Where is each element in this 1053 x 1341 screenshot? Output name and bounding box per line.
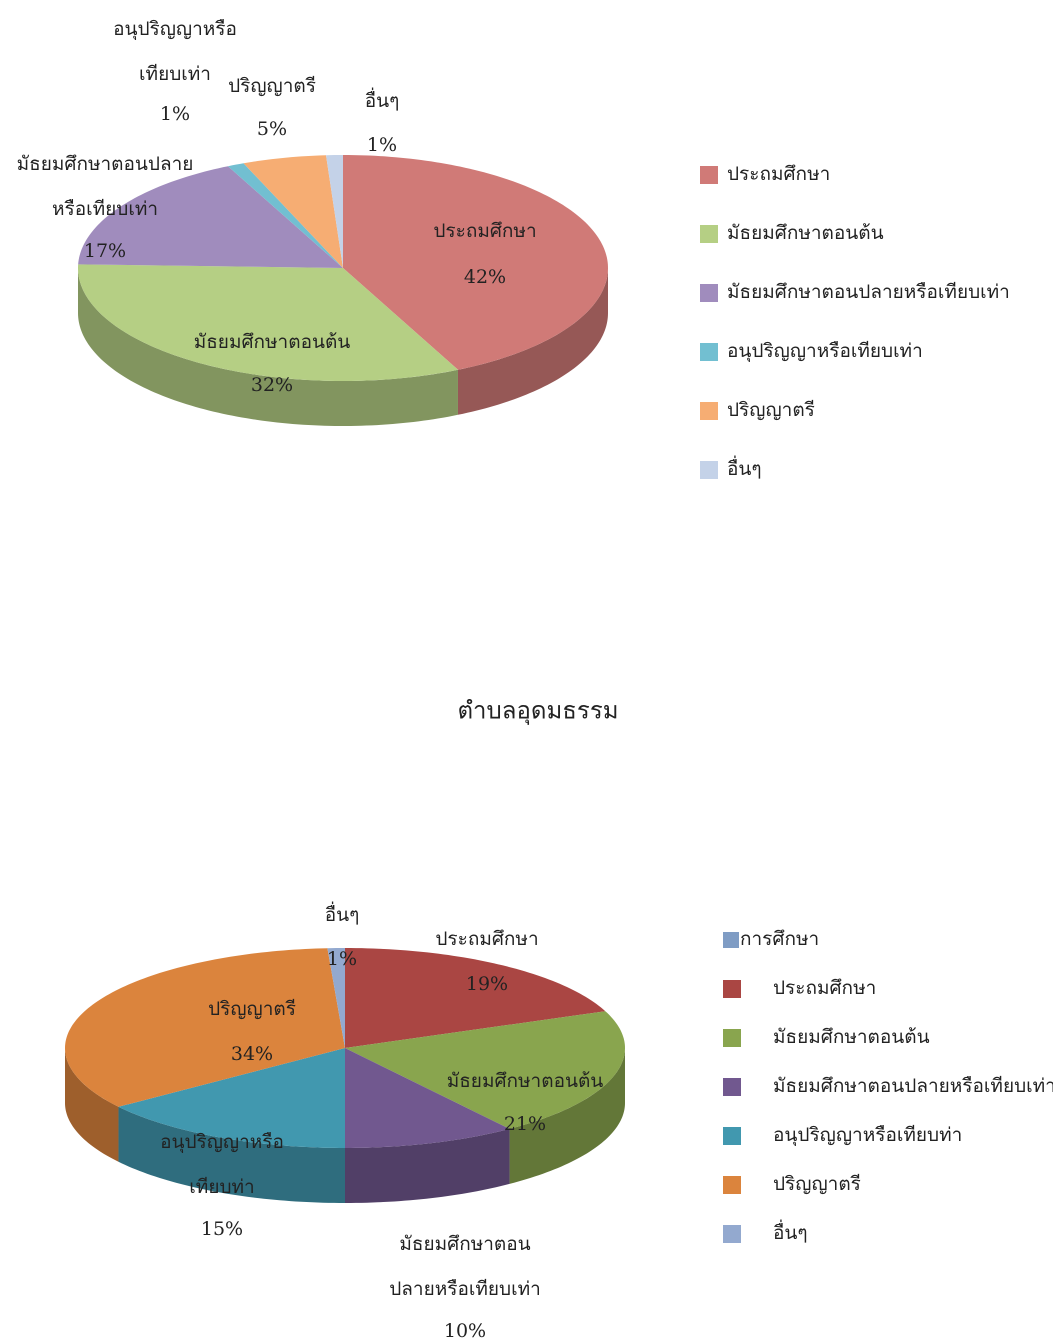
slice-label: มัธยมศึกษาตอนต้น (447, 1070, 604, 1092)
value-label: 1% (327, 948, 357, 970)
slice-label: ปลายหรือเทียบเท่า (389, 1278, 541, 1300)
slice-label: เทียบท่า (189, 1176, 254, 1198)
slice-side (457, 268, 608, 415)
legend-swatch (723, 1225, 741, 1243)
slice-side (65, 1048, 119, 1162)
value-label: 15% (201, 1218, 243, 1240)
pie-slice (65, 948, 345, 1107)
pie-slice (228, 163, 343, 268)
legend-label: มัธยมศึกษาตอนต้น (727, 222, 884, 244)
value-label: 34% (231, 1043, 273, 1065)
legend-swatch (700, 225, 718, 243)
slice-side (509, 1048, 625, 1184)
value-label: 1% (160, 103, 190, 125)
legend-label: ปริญญาตรี (773, 1173, 861, 1195)
pie-slice (343, 155, 608, 370)
pie-slice (243, 155, 343, 268)
legend-label: การศึกษา (740, 928, 819, 950)
legend-label: มัธยมศึกษาตอนต้น (773, 1026, 930, 1048)
legend-label: อื่นๆ (773, 1219, 808, 1244)
slice-label: อื่นๆ (325, 901, 360, 926)
legend-swatch (700, 461, 718, 479)
value-label: 10% (444, 1320, 486, 1341)
slice-label: มัธยมศึกษาตอนต้น (194, 331, 351, 353)
slice-label: อนุปริญญาหรือ (160, 1131, 284, 1154)
pie-slice (78, 166, 343, 268)
legend-swatch (700, 402, 718, 420)
slice-label: มัธยมศึกษาตอน (399, 1233, 530, 1255)
pie-slice (345, 1048, 510, 1148)
slice-side (118, 1106, 345, 1203)
pie-slice (326, 155, 343, 268)
slice-label: อนุปริญญาหรือ (113, 18, 237, 41)
legend-swatch (723, 1029, 741, 1047)
legend-swatch (700, 166, 718, 184)
slice-label: ปริญญาตรี (208, 998, 296, 1020)
value-label: 5% (257, 118, 287, 140)
value-label: 42% (464, 266, 506, 288)
slice-label: เทียบเท่า (139, 63, 211, 85)
slice-label: หรือเทียบเท่า (52, 198, 158, 220)
pie-slice (345, 948, 606, 1048)
legend-swatch (723, 932, 739, 948)
slice-label: มัธยมศึกษาตอนปลาย (17, 153, 194, 175)
pie-slice (118, 1048, 345, 1148)
value-label: 1% (367, 134, 397, 156)
pie-slice (327, 948, 345, 1048)
slice-label: ประถมศึกษา (435, 928, 538, 950)
slice-label: อื่นๆ (365, 87, 400, 112)
slice-label: ประถมศึกษา (433, 220, 536, 242)
pie-slice (78, 264, 458, 381)
legend-label: มัธยมศึกษาตอนปลายหรือเทียบเท่า (727, 281, 1010, 303)
slice-label: ปริญญาตรี (228, 75, 316, 97)
slice-side (78, 268, 458, 426)
value-label: 32% (251, 374, 293, 396)
chart-title: ตำบลอุดมธรรม (457, 697, 618, 726)
slice-side (345, 1128, 510, 1203)
value-label: 21% (504, 1113, 546, 1135)
value-label: 19% (466, 973, 508, 995)
legend-label: อนุปริญญาหรือเทียบเท่า (727, 340, 923, 363)
legend-label: อนุปริญญาหรือเทียบท่า (773, 1124, 962, 1147)
legend-swatch (723, 1176, 741, 1194)
legend-swatch (700, 343, 718, 361)
legend-label: ประถมศึกษา (773, 977, 876, 999)
legend-swatch (700, 284, 718, 302)
legend-label: มัธยมศึกษาตอนปลายหรือเทียบเท่า (773, 1075, 1053, 1097)
legend-swatch (723, 1127, 741, 1145)
legend-swatch (723, 980, 741, 998)
legend-label: ประถมศึกษา (727, 163, 830, 185)
legend-swatch (723, 1078, 741, 1096)
legend-label: อื่นๆ (727, 455, 762, 480)
pie-slice (345, 1011, 625, 1129)
legend-label: ปริญญาตรี (727, 399, 815, 421)
value-label: 17% (84, 240, 126, 262)
